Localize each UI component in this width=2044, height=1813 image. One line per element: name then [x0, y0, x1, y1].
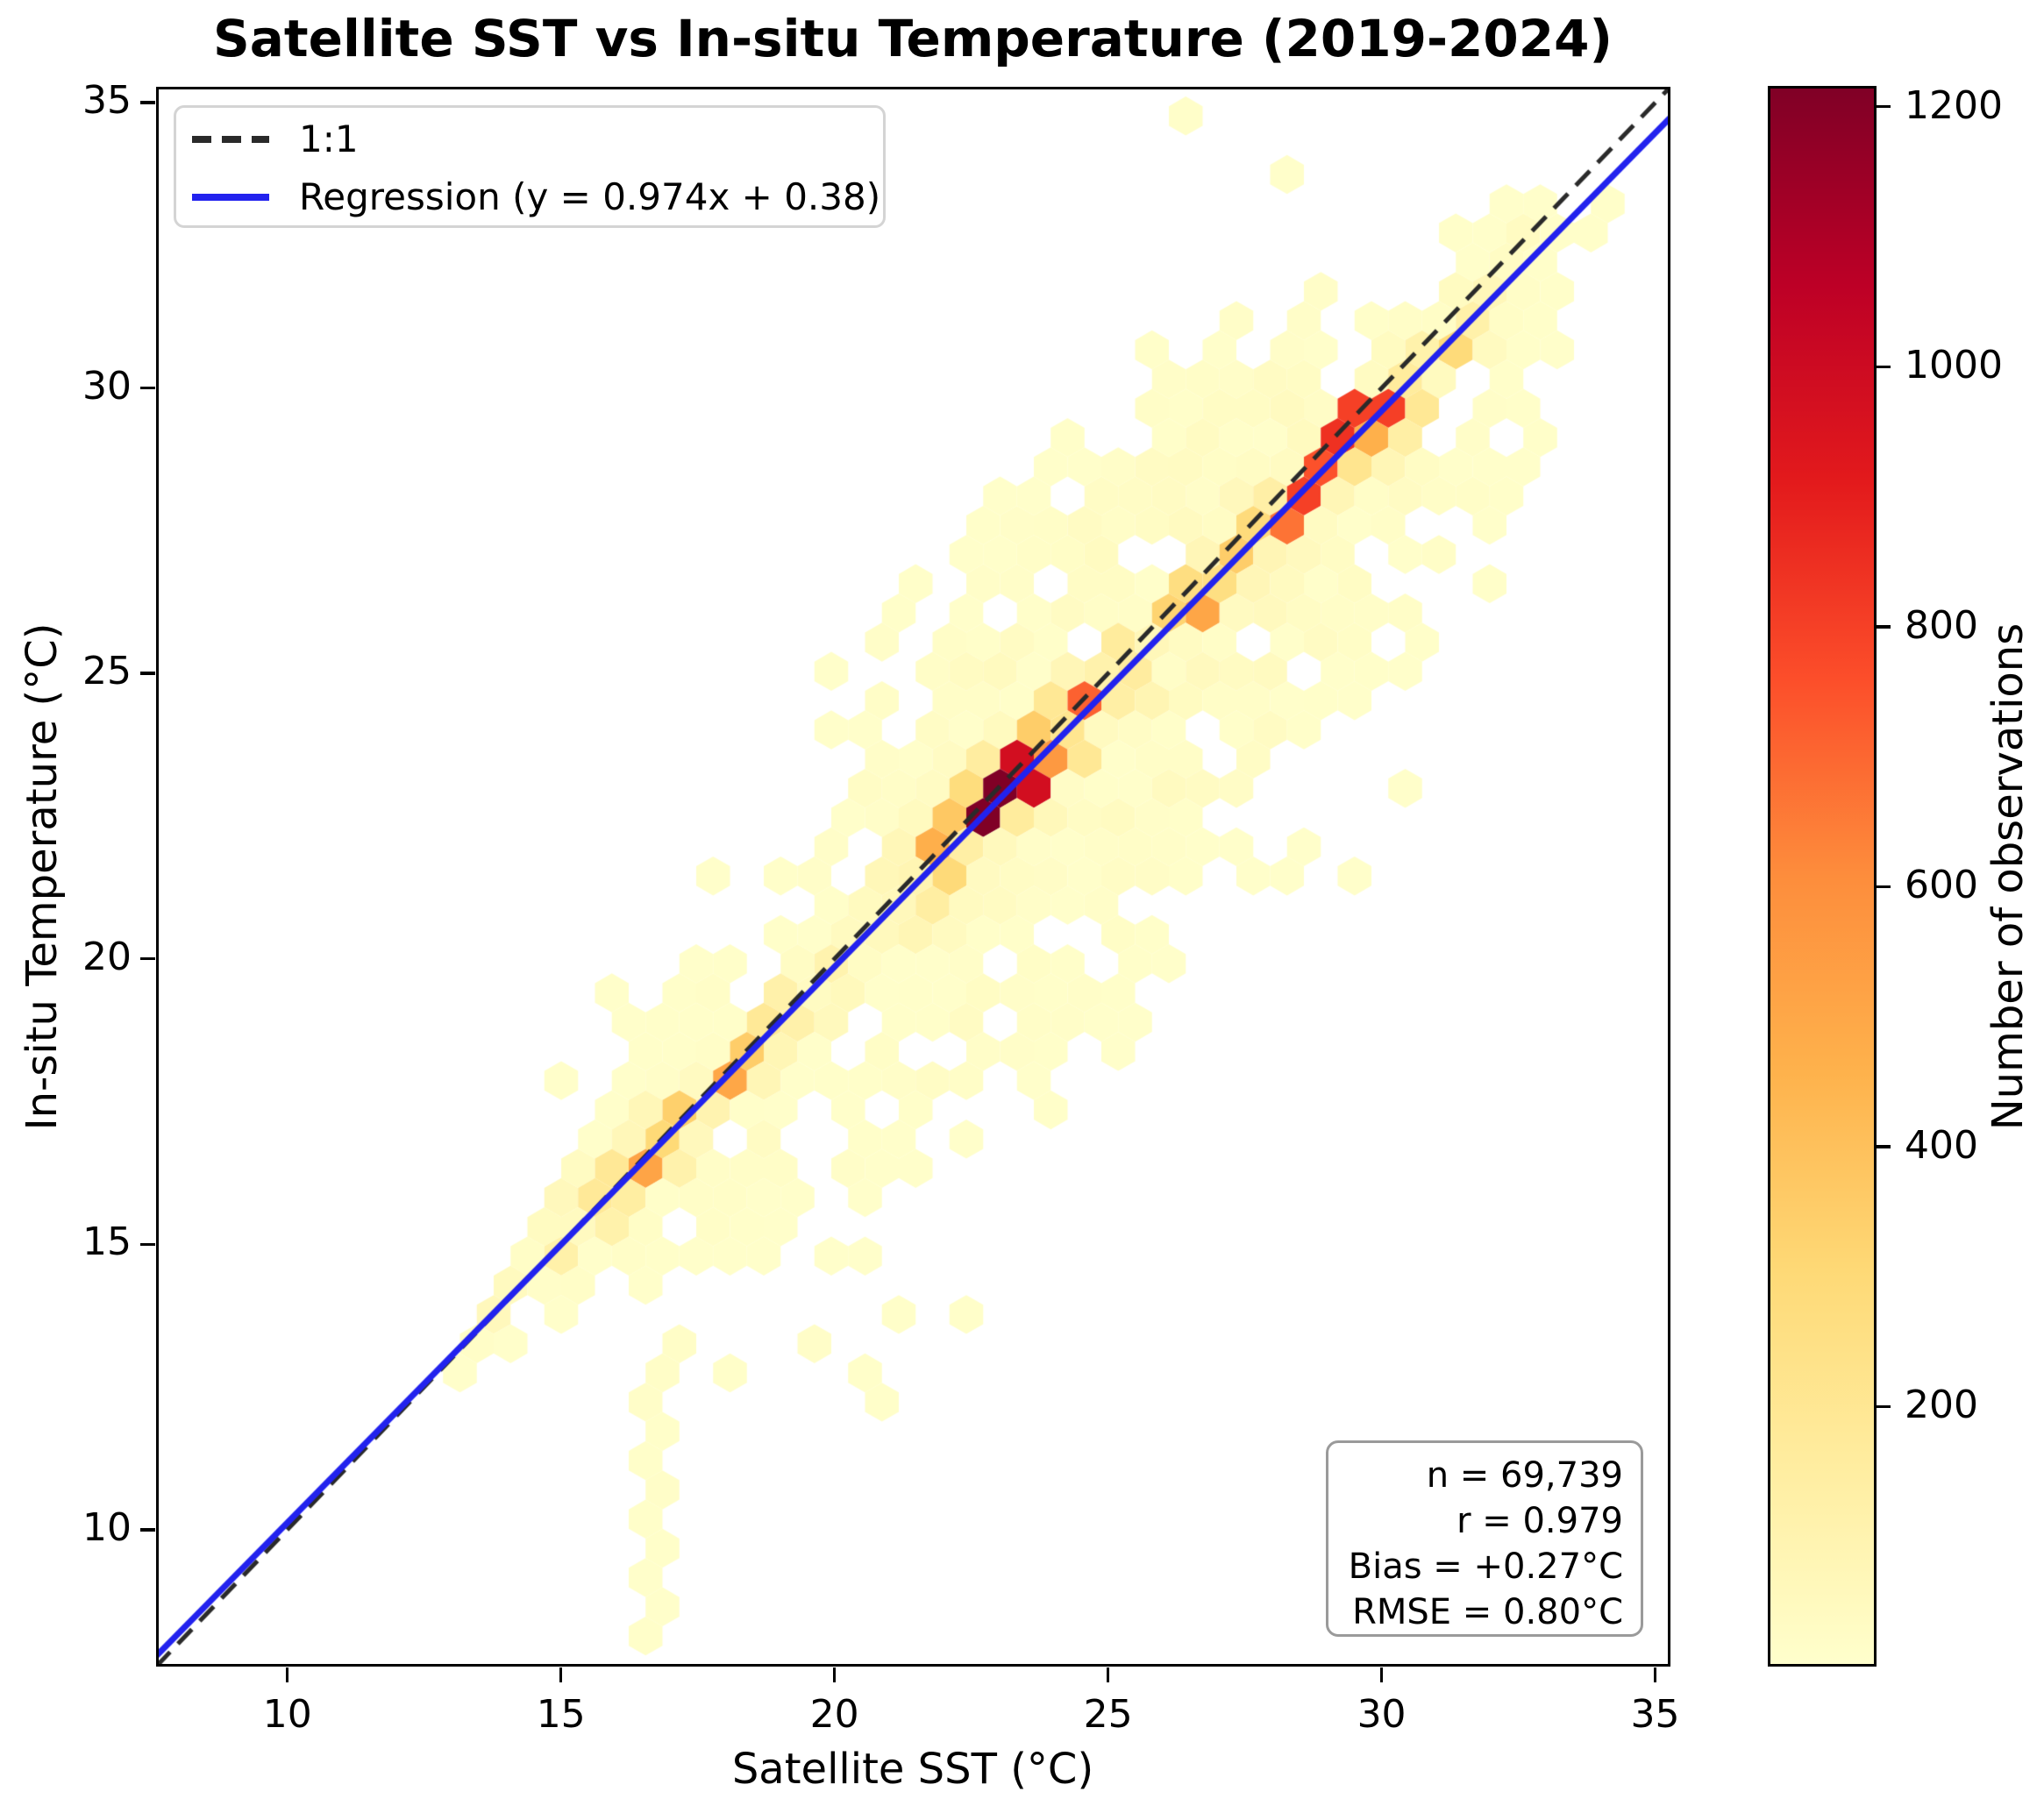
x-tick-mark	[832, 1667, 837, 1682]
colorbar-tick-mark	[1877, 365, 1891, 369]
stat-bias: Bias = +0.27°C	[1348, 1546, 1623, 1587]
stat-r: r = 0.979	[1456, 1501, 1623, 1541]
x-tick-mark	[1379, 1667, 1384, 1682]
colorbar-tick-mark	[1877, 104, 1891, 109]
colorbar-tick-mark	[1877, 625, 1891, 629]
x-tick-mark	[1106, 1667, 1110, 1682]
legend: 1:1 Regression (y = 0.974x + 0.38)	[174, 105, 886, 228]
stats-annotation-box: n = 69,739 r = 0.979 Bias = +0.27°C RMSE…	[1326, 1440, 1643, 1637]
stat-n: n = 69,739	[1426, 1455, 1623, 1496]
x-tick-label: 25	[1083, 1692, 1133, 1737]
legend-item-one-to-one: 1:1	[176, 111, 883, 167]
stat-rmse: RMSE = 0.80°C	[1352, 1592, 1623, 1632]
colorbar-tick-mark	[1877, 1145, 1891, 1148]
colorbar-tick-label: 800	[1905, 602, 1978, 648]
legend-label: Regression (y = 0.974x + 0.38)	[299, 175, 881, 218]
x-tick-mark	[1653, 1667, 1657, 1682]
colorbar-label: Number of observations	[1983, 622, 2033, 1131]
x-tick-label: 10	[262, 1692, 312, 1737]
y-tick-mark	[140, 386, 155, 390]
legend-item-regression: Regression (y = 0.974x + 0.38)	[176, 169, 883, 225]
x-tick-mark	[559, 1667, 563, 1682]
colorbar-tick-label: 400	[1905, 1122, 1978, 1168]
y-tick-label: 30	[82, 363, 132, 409]
colorbar-tick-label: 200	[1905, 1383, 1978, 1428]
x-tick-label: 30	[1357, 1692, 1407, 1737]
y-tick-mark	[140, 956, 155, 961]
dashed-line-sample	[192, 136, 269, 143]
y-tick-mark	[140, 1242, 155, 1246]
y-tick-mark	[140, 101, 155, 104]
x-tick-label: 20	[809, 1692, 859, 1737]
x-tick-mark	[285, 1667, 289, 1682]
y-tick-label: 15	[82, 1219, 132, 1265]
y-tick-label: 20	[82, 934, 132, 979]
y-tick-label: 25	[82, 649, 132, 694]
y-axis-label: In-situ Temperature (°C)	[18, 622, 67, 1131]
solid-line-sample	[192, 194, 269, 201]
x-tick-label: 35	[1630, 1692, 1680, 1737]
colorbar-tick-label: 1000	[1905, 343, 2003, 388]
colorbar-tick-label: 600	[1905, 863, 1978, 908]
x-tick-label: 15	[536, 1692, 586, 1737]
x-axis-label: Satellite SST (°C)	[731, 1745, 1094, 1794]
y-tick-label: 35	[82, 78, 132, 124]
colorbar	[1768, 86, 1877, 1667]
colorbar-tick-mark	[1877, 1404, 1891, 1409]
chart-title: Satellite SST vs In-situ Temperature (20…	[213, 9, 1613, 68]
colorbar-tick-mark	[1877, 885, 1891, 889]
y-tick-label: 10	[82, 1504, 132, 1550]
y-tick-mark	[140, 1528, 155, 1532]
hexbin-canvas	[159, 89, 1668, 1664]
colorbar-tick-label: 1200	[1905, 82, 2003, 128]
legend-label: 1:1	[299, 117, 359, 160]
y-tick-mark	[140, 672, 155, 675]
